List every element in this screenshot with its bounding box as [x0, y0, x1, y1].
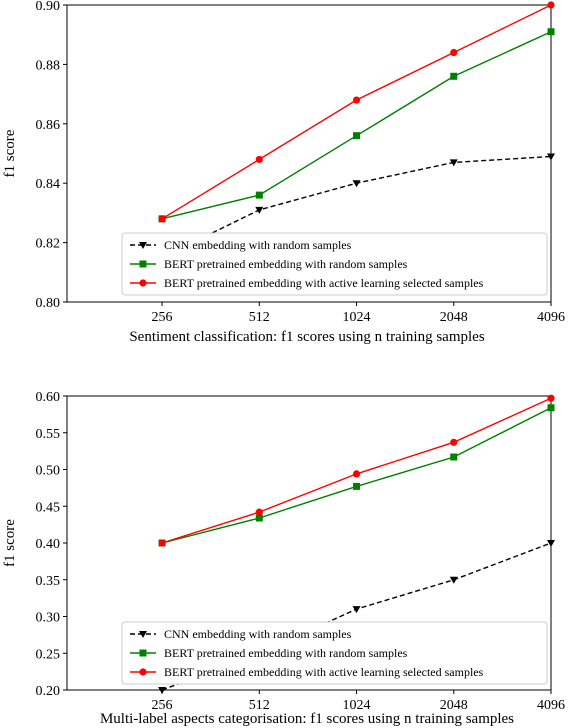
- legend-swatch-bert-random: [130, 260, 156, 268]
- legend-entry-cnn: CNN embedding with random samples: [130, 627, 352, 641]
- y-tick-label: 0.35: [36, 574, 61, 589]
- aspects-chart: 0.20 0.25 0.30 0.35 0.40 0.45 0.50 0.55 0.60 256…: [2, 390, 565, 727]
- legend-label-bert-active: BERT pretrained embedding with active le…: [164, 276, 484, 290]
- data-point-bert-random: [353, 132, 361, 140]
- legend-label-bert-random: BERT pretrained embedding with random sa…: [164, 646, 408, 660]
- legend-swatch-bert-random: [130, 649, 156, 657]
- data-point-bert-active: [158, 539, 166, 547]
- y-tick-label: 0.25: [36, 647, 61, 662]
- data-point-cnn: [158, 687, 167, 694]
- y-tick-label: 0.86: [36, 118, 61, 133]
- legend-marker-cnn: [139, 631, 147, 638]
- data-point-bert-active: [352, 96, 361, 104]
- data-point-cnn: [352, 606, 361, 614]
- series-bert-random: [158, 28, 555, 223]
- y-tick-label: 0.55: [36, 427, 61, 442]
- series-bert-active: [158, 394, 555, 547]
- legend-box: [121, 232, 548, 296]
- data-point-bert-active: [547, 394, 555, 402]
- legend-label-cnn: CNN embedding with random samples: [164, 238, 352, 252]
- x-tick-label: 1024: [343, 310, 371, 325]
- x-tick-label: 256: [152, 698, 173, 713]
- x-tick-label: 256: [152, 310, 173, 325]
- x-axis-ticks: 256 512 1024 2048 4096: [152, 302, 565, 325]
- y-tick-label: 0.82: [36, 237, 61, 252]
- y-tick-label: 0.90: [36, 0, 61, 14]
- y-axis-label: f1 score: [2, 519, 18, 567]
- y-tick-label: 0.84: [36, 177, 61, 192]
- y-tick-label: 0.50: [36, 464, 61, 479]
- data-point-bert-active: [547, 1, 555, 9]
- x-axis-ticks: 256 512 1024 2048 4096: [152, 690, 565, 713]
- data-point-cnn: [352, 180, 361, 188]
- legend-swatch-cnn: [130, 631, 156, 638]
- x-tick-label: 4096: [537, 698, 565, 713]
- legend-swatch-bert-active: [130, 668, 156, 676]
- data-point-cnn: [547, 540, 555, 547]
- legend-entry-bert-active: BERT pretrained embedding with active le…: [130, 276, 484, 290]
- y-tick-label: 0.60: [36, 390, 61, 405]
- data-point-bert-random: [450, 453, 458, 461]
- x-axis-label: Multi-label aspects categorisation: f1 s…: [100, 711, 514, 727]
- data-point-cnn: [449, 159, 458, 167]
- data-point-bert-active: [450, 438, 458, 446]
- data-point-bert-active: [352, 470, 361, 478]
- data-point-bert-random: [547, 28, 555, 36]
- x-tick-label: 512: [249, 310, 270, 325]
- data-point-bert-random: [547, 404, 555, 412]
- legend-marker-bert-random: [139, 260, 147, 268]
- data-point-cnn: [547, 153, 555, 161]
- data-point-bert-random: [450, 72, 458, 80]
- legend-swatch-bert-active: [130, 279, 156, 287]
- data-point-bert-active: [255, 508, 263, 516]
- legend-label-cnn: CNN embedding with random samples: [164, 627, 352, 641]
- y-tick-label: 0.88: [36, 58, 61, 73]
- data-point-bert-active: [158, 215, 166, 223]
- series-line-bert-random: [161, 31, 552, 220]
- y-axis-label: f1 score: [2, 129, 18, 177]
- data-point-bert-active: [450, 48, 458, 57]
- data-point-bert-random: [353, 482, 361, 490]
- y-tick-label: 0.40: [36, 537, 61, 552]
- legend-entry-bert-random: BERT pretrained embedding with random sa…: [130, 646, 408, 660]
- x-tick-label: 512: [249, 698, 270, 713]
- x-tick-label: 4096: [537, 310, 565, 325]
- x-tick-label: 2048: [440, 698, 468, 713]
- y-tick-label: 0.30: [36, 611, 61, 626]
- legend-marker-bert-active: [139, 668, 147, 676]
- x-tick-label: 2048: [440, 310, 468, 325]
- data-point-bert-random: [255, 191, 263, 199]
- legend: CNN embedding with random samples BERT p…: [121, 232, 548, 296]
- series-layer: [158, 394, 555, 694]
- y-axis-ticks: 0.20 0.25 0.30 0.35 0.40 0.45 0.50 0.55 0.60: [36, 390, 67, 699]
- legend-label-bert-active: BERT pretrained embedding with active le…: [164, 665, 484, 679]
- legend-entry-bert-random: BERT pretrained embedding with random sa…: [130, 257, 408, 271]
- data-point-cnn: [255, 206, 264, 214]
- legend-label-bert-random: BERT pretrained embedding with random sa…: [164, 257, 408, 271]
- legend-entry-bert-active: BERT pretrained embedding with active le…: [130, 665, 484, 679]
- series-bert-active: [158, 1, 555, 223]
- legend-swatch-cnn: [130, 242, 156, 249]
- x-tick-label: 1024: [343, 698, 371, 713]
- series-layer: [158, 1, 555, 262]
- y-tick-label: 0.45: [36, 500, 61, 515]
- legend-marker-cnn: [139, 242, 147, 249]
- legend-entry-cnn: CNN embedding with random samples: [130, 238, 352, 252]
- legend-marker-bert-random: [139, 649, 147, 657]
- x-axis-label: Sentiment classification: f1 scores usin…: [129, 329, 485, 345]
- legend-marker-bert-active: [139, 279, 147, 287]
- data-point-bert-active: [255, 155, 263, 164]
- data-point-bert-random: [255, 514, 263, 522]
- data-point-cnn: [449, 576, 458, 584]
- sentiment-chart: 0.80 0.82 0.84 0.86 0.88 0.90 256 512 1024 2048 4…: [2, 0, 565, 345]
- legend-box: [121, 621, 548, 685]
- y-axis-ticks: 0.80 0.82 0.84 0.86 0.88 0.90: [36, 0, 67, 311]
- y-tick-label: 0.20: [36, 684, 61, 699]
- legend: CNN embedding with random samples BERT p…: [121, 621, 548, 685]
- y-tick-label: 0.80: [36, 296, 61, 311]
